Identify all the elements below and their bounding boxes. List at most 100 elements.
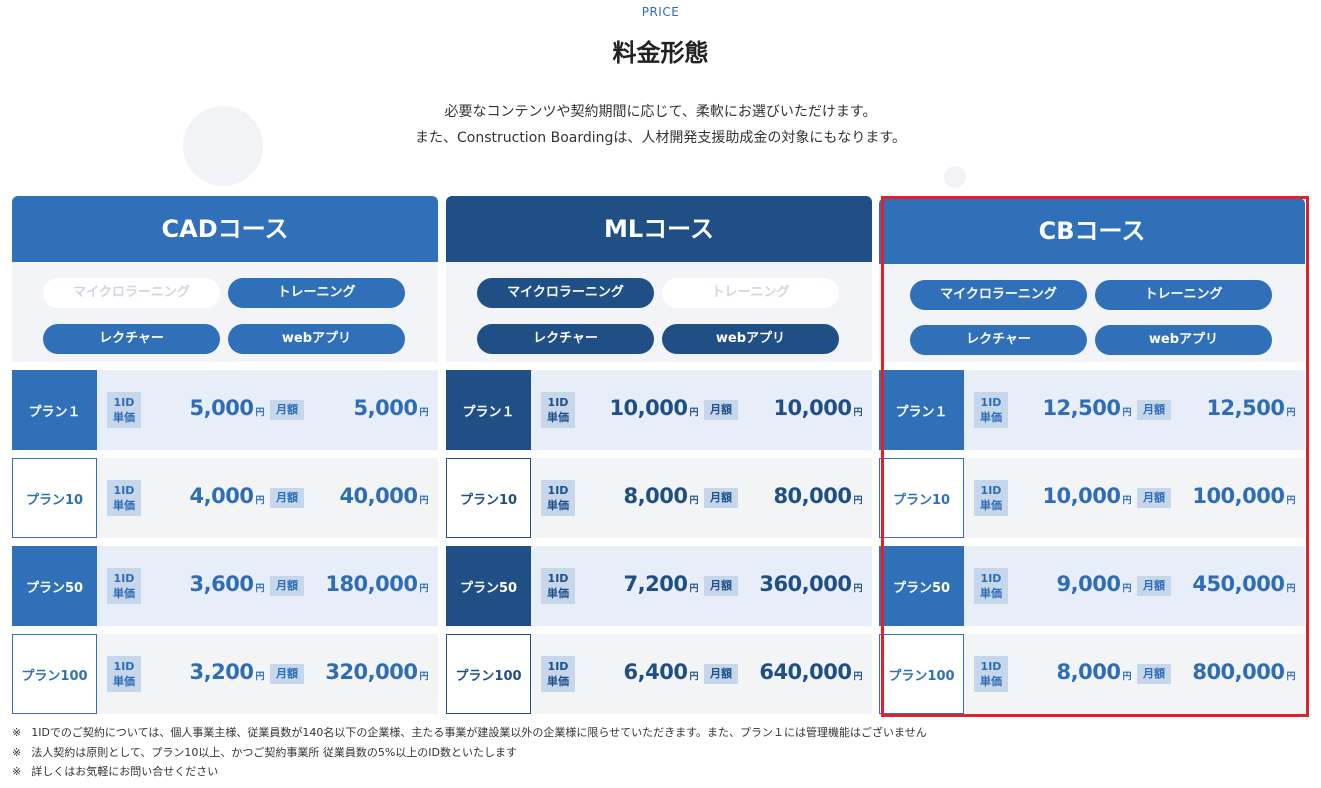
footnote: ※ 1IDでのご契約については、個人事業主様、従業員数が140名以下の企業様、主た… (12, 723, 927, 743)
unit-tag-line: 1ID (547, 572, 569, 585)
monthly-price: 800,000 円 (1192, 660, 1295, 684)
plan-row: プラン１ 1ID 単価 12,500 円月額 12,500 円 (879, 370, 1305, 450)
monthly-tag: 月額 (1137, 400, 1171, 420)
unit-tag-line: 1ID (547, 660, 569, 673)
feature-tag: レクチャー (910, 325, 1087, 355)
monthly-price-value: 450,000 (1192, 572, 1285, 596)
yen-label: 円 (1286, 584, 1295, 594)
unit-price: 10,000 円 (1042, 484, 1131, 508)
yen-label: 円 (1286, 408, 1295, 418)
monthly-price: 5,000 円 (353, 396, 429, 420)
plan-name: プラン１ (12, 370, 97, 450)
plan-row: プラン１ 1ID 単価 5,000 円月額 5,000 円 (12, 370, 438, 450)
plan-name: プラン１ (879, 370, 964, 450)
plan-name: プラン50 (879, 546, 964, 626)
footnote-text: 詳しくはお気軽にお問い合せください (31, 765, 219, 778)
unit-tag-line: 1ID (113, 660, 135, 673)
unit-price: 3,200 円 (190, 660, 265, 684)
monthly-price-value: 10,000 (773, 396, 852, 420)
feature-tag: マイクロラーニング (910, 280, 1087, 310)
plan-name: プラン100 (879, 634, 964, 714)
plan-row: プラン10 1ID 単価 4,000 円月額 40,000 円 (12, 458, 438, 538)
footnotes: ※ 1IDでのご契約については、個人事業主様、従業員数が140名以下の企業様、主た… (12, 723, 927, 782)
monthly-price-value: 40,000 (339, 484, 418, 508)
unit-price-tag: 1ID 単価 (107, 656, 141, 692)
unit-tag-line: 単価 (980, 675, 1002, 688)
feature-tags: マイクロラーニング トレーニング レクチャー webアプリ (12, 262, 438, 362)
monthly-price: 180,000 円 (325, 572, 428, 596)
yen-label: 円 (255, 672, 264, 682)
unit-price-tag: 1ID 単価 (107, 568, 141, 604)
yen-label: 円 (853, 584, 862, 594)
yen-label: 円 (689, 496, 698, 506)
course-title: CADコース (12, 196, 438, 262)
unit-tag-line: 単価 (113, 411, 135, 424)
monthly-tag: 月額 (704, 488, 738, 508)
plan-row: プラン50 1ID 単価 9,000 円月額 450,000 円 (879, 546, 1305, 626)
plan-row: プラン10 1ID 単価 8,000 円月額 80,000 円 (446, 458, 872, 538)
unit-price-tag: 1ID 単価 (541, 656, 575, 692)
unit-price-tag: 1ID 単価 (541, 568, 575, 604)
monthly-price: 320,000 円 (325, 660, 428, 684)
unit-tag-line: 単価 (547, 587, 569, 600)
monthly-price: 80,000 円 (773, 484, 862, 508)
unit-price-tag: 1ID 単価 (541, 392, 575, 428)
unit-price: 8,000 円 (623, 484, 699, 508)
plan-row: プラン50 1ID 単価 3,600 円月額 180,000 円 (12, 546, 438, 626)
yen-label: 円 (419, 496, 428, 506)
unit-tag-line: 単価 (113, 587, 135, 600)
decorative-dot (944, 166, 966, 188)
unit-tag-line: 1ID (547, 484, 569, 497)
unit-price-value: 8,000 (1056, 660, 1121, 684)
plan-row: プラン100 1ID 単価 6,400 円月額 640,000 円 (446, 634, 872, 714)
yen-label: 円 (1122, 672, 1131, 682)
feature-tags: マイクロラーニング トレーニング レクチャー webアプリ (446, 262, 872, 362)
unit-price: 6,400 円 (623, 660, 699, 684)
unit-price-tag: 1ID 単価 (974, 656, 1008, 692)
plan-name: プラン10 (446, 458, 531, 538)
plan-row: プラン１ 1ID 単価 10,000 円月額 10,000 円 (446, 370, 872, 450)
unit-tag-line: 単価 (547, 499, 569, 512)
monthly-tag: 月額 (1137, 576, 1171, 596)
unit-price-value: 6,400 (623, 660, 688, 684)
unit-price: 8,000 円 (1056, 660, 1132, 684)
unit-price: 12,500 円 (1042, 396, 1131, 420)
unit-tag-line: 単価 (113, 675, 135, 688)
unit-tag-line: 1ID (113, 484, 135, 497)
yen-label: 円 (1286, 496, 1295, 506)
plan-name: プラン50 (446, 546, 531, 626)
yen-label: 円 (689, 584, 698, 594)
yen-label: 円 (689, 672, 698, 682)
unit-price-value: 7,200 (623, 572, 688, 596)
monthly-price: 640,000 円 (759, 660, 862, 684)
note-mark: ※ (12, 745, 22, 759)
unit-tag-line: 1ID (980, 660, 1002, 673)
feature-tag: レクチャー (477, 324, 654, 354)
lead-line: また、Construction Boardingは、人材開発支援助成金の対象にも… (415, 130, 906, 146)
unit-tag-line: 単価 (980, 587, 1002, 600)
feature-tag: webアプリ (1095, 325, 1272, 355)
unit-tag-line: 単価 (113, 499, 135, 512)
section-lead: 必要なコンテンツや契約期間に応じて、柔軟にお選びいただけます。 また、Const… (0, 99, 1321, 151)
yen-label: 円 (255, 496, 264, 506)
monthly-tag: 月額 (704, 400, 738, 420)
course-card-ml: MLコース マイクロラーニング トレーニング レクチャー webアプリ プラン１ 1ID 単価… (446, 196, 872, 714)
feature-tag: トレーニング (228, 278, 405, 308)
course-title: CBコース (879, 198, 1305, 264)
footnote-text: 1IDでのご契約については、個人事業主様、従業員数が140名以下の企業様、主たる… (31, 726, 927, 739)
monthly-price-value: 12,500 (1206, 396, 1285, 420)
monthly-price-value: 5,000 (353, 396, 418, 420)
yen-label: 円 (853, 496, 862, 506)
monthly-price-value: 360,000 (759, 572, 852, 596)
yen-label: 円 (255, 584, 264, 594)
unit-price-value: 8,000 (623, 484, 688, 508)
monthly-price-value: 80,000 (773, 484, 852, 508)
unit-price: 4,000 円 (190, 484, 265, 508)
unit-tag-line: 1ID (113, 572, 135, 585)
monthly-tag: 月額 (1137, 488, 1171, 508)
unit-price: 10,000 円 (609, 396, 698, 420)
feature-tags: マイクロラーニング トレーニング レクチャー webアプリ (879, 264, 1305, 362)
plan-name: プラン100 (446, 634, 531, 714)
monthly-price: 12,500 円 (1206, 396, 1295, 420)
plan-name: プラン50 (12, 546, 97, 626)
